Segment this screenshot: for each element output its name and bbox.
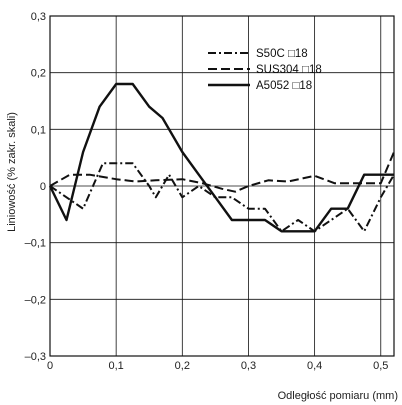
x-axis-label: Odległość pomiaru (mm) xyxy=(278,390,398,402)
x-tick-label: 0,1 xyxy=(109,360,124,372)
x-tick-label: 0 xyxy=(47,360,53,372)
y-tick-label: –0,2 xyxy=(25,294,46,306)
legend-label-0: S50C □18 xyxy=(256,48,308,60)
y-tick-label: –0,1 xyxy=(25,238,46,250)
series-line-2 xyxy=(48,82,394,233)
y-tick-label: –0,3 xyxy=(25,351,46,363)
y-tick-label: 0,3 xyxy=(31,11,46,23)
legend-label-2: A5052 □18 xyxy=(256,80,312,92)
x-tick-label: 0,4 xyxy=(307,360,322,372)
legend: S50C □18 SUS304 □18 A5052 □18 xyxy=(208,48,322,92)
series-line-1 xyxy=(49,151,395,193)
x-tick-label: 0,5 xyxy=(373,360,388,372)
tick-labels: 0 0,1 0,2 0,3 0,4 0,5 0,3 0,2 0,1 0 –0,1 –0,2 –0,3 xyxy=(25,11,389,372)
legend-label-1: SUS304 □18 xyxy=(256,64,322,76)
y-tick-label: 0 xyxy=(40,181,46,193)
series-line-0 xyxy=(49,162,395,233)
x-tick-label: 0,3 xyxy=(241,360,256,372)
y-axis-label: Liniowość (% zakr. skali) xyxy=(6,112,18,232)
y-tick-label: 0,1 xyxy=(31,124,46,136)
y-tick-label: 0,2 xyxy=(31,68,46,80)
series-group xyxy=(48,82,395,233)
grid xyxy=(49,15,394,357)
x-tick-label: 0,2 xyxy=(175,360,190,372)
